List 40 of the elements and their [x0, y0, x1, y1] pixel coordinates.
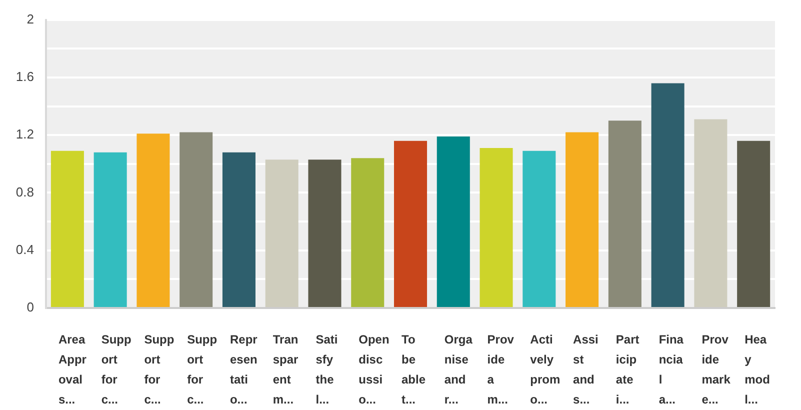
- bar: [480, 148, 513, 307]
- bar: [50, 150, 84, 307]
- bar: [308, 160, 342, 307]
- bar: [522, 150, 556, 307]
- y-tick-label: 1.2: [16, 126, 34, 142]
- x-tick-label: To be able t...: [402, 332, 426, 406]
- x-tick-label: Open discussio...: [358, 332, 390, 406]
- x-tick-label: Organise and r...: [444, 332, 473, 406]
- x-tick-label: Actively promo...: [530, 332, 560, 406]
- x-tick-label: Support for c...: [101, 332, 132, 406]
- x-tick-label: Support for c...: [187, 332, 218, 406]
- y-tick-label: 2: [26, 11, 34, 26]
- bar: [180, 132, 213, 307]
- y-tick-label: 0.8: [16, 184, 34, 200]
- y-tick-label: 0.4: [16, 242, 34, 257]
- bar: [737, 140, 770, 307]
- x-tick-label: Transparent m...: [272, 332, 299, 406]
- y-tick-label: 0: [26, 300, 34, 315]
- bar: [351, 158, 384, 307]
- x-tick-label: Support for c...: [144, 332, 174, 406]
- x-tick-label: Hea y mod l...: [744, 332, 770, 406]
- x-tick-label: Assist and s...: [573, 332, 598, 406]
- bar: [265, 160, 298, 307]
- x-tick-label: Financial a...: [658, 332, 684, 406]
- bar: [222, 152, 256, 307]
- x-tick-label: Provide a m...: [487, 332, 514, 406]
- x-tick-label: Provide marke...: [702, 332, 731, 406]
- x-tick-label: Participate i...: [616, 332, 640, 406]
- bar: [566, 132, 599, 307]
- bar: [136, 134, 170, 307]
- x-tick-label: Satisfy the l...: [316, 332, 338, 406]
- bar: [608, 120, 642, 307]
- x-tick-label: Area Approvals...: [58, 332, 87, 406]
- y-tick-label: 1.6: [16, 69, 34, 84]
- bar: [694, 119, 728, 307]
- x-tick-label: Representatio...: [230, 332, 258, 406]
- bar: [394, 140, 428, 307]
- bar: [651, 83, 684, 307]
- bar: [94, 152, 127, 307]
- bar: [436, 136, 470, 307]
